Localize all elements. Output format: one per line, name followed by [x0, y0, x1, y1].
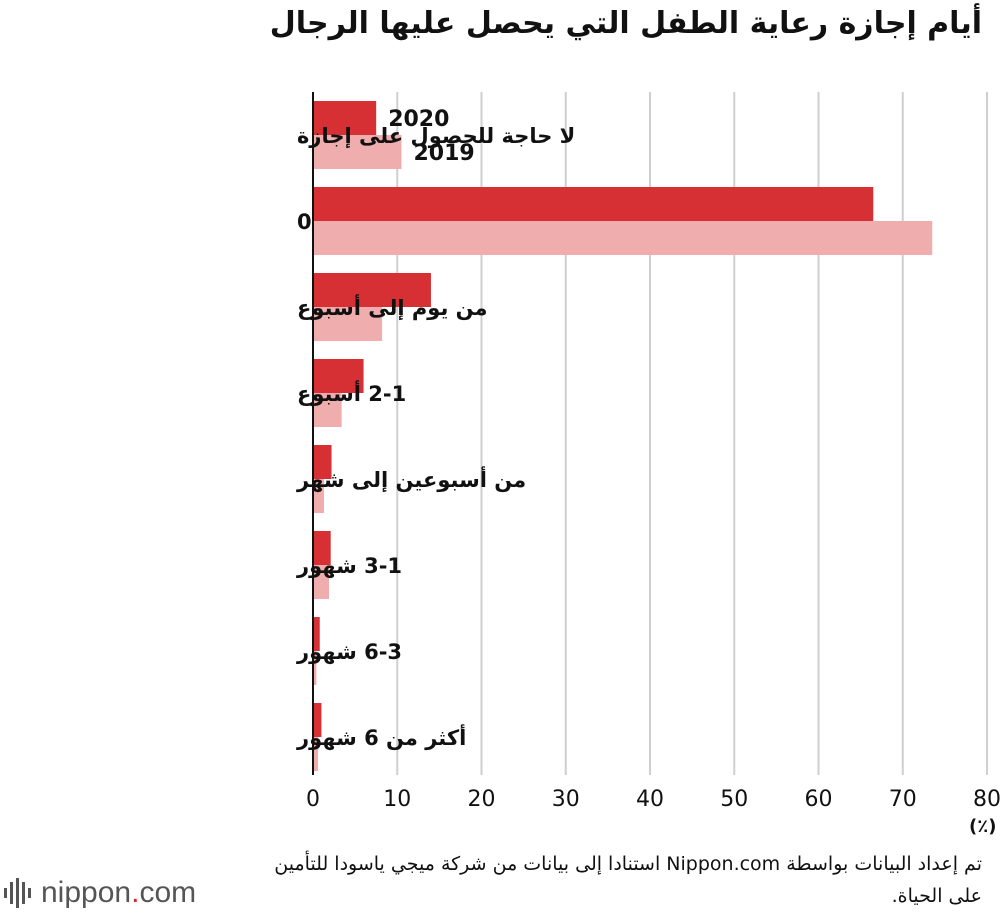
category-label: أكثر من 6 شهور [296, 723, 466, 750]
bar-2019 [313, 135, 402, 169]
x-axis-unit: (٪) [969, 816, 997, 837]
legend-label-2019: 2019 [413, 141, 474, 166]
bar-2019 [313, 737, 319, 771]
x-tick-label: 0 [306, 787, 320, 812]
x-tick-labels: 0 10 20 30 40 50 60 70 80 [306, 787, 1000, 812]
category-label: 6-3 شهور [296, 640, 402, 664]
bar-2020 [313, 187, 874, 221]
category-label: لا حاجة للحصول على إجازة [297, 124, 575, 148]
category-label: 0 [297, 210, 312, 234]
logo-text: nippon [41, 876, 132, 909]
x-tick-label: 70 [889, 787, 917, 812]
logo-dot: . [131, 876, 140, 909]
bar-2019 [313, 393, 342, 427]
x-tick-label: 30 [552, 787, 580, 812]
category-label: 2-1 أسبوع [297, 379, 406, 406]
x-tick-label: 50 [720, 787, 748, 812]
bar-2019 [313, 651, 317, 685]
x-tick-label: 80 [973, 787, 1000, 812]
bar-2020 [313, 531, 331, 565]
x-tick-label: 60 [805, 787, 833, 812]
category-labels: لا حاجة للحصول على إجازة 0 من يوم إلى أسبو… [296, 124, 575, 750]
x-tick-label: 10 [383, 787, 411, 812]
source-note: تم إعداد البيانات بواسطة Nippon.com استن… [274, 853, 982, 907]
chart-title: أيام إجازة رعاية الطفل التي يحصل عليها ا… [269, 6, 982, 41]
bar-2020 [313, 359, 364, 393]
bar-2019 [313, 221, 933, 255]
bar-2020 [313, 617, 320, 651]
bar-2019 [313, 307, 383, 341]
nippon-logo: nippon. com [4, 876, 196, 910]
bar-2019 [313, 565, 330, 599]
logo-suffix: com [139, 876, 197, 909]
category-label: من أسبوعين إلى شهر [296, 465, 526, 492]
category-label: 3-1 شهور [296, 554, 402, 578]
bar-2020 [313, 101, 377, 135]
logo-bars-icon [4, 878, 31, 908]
legend-label-2020: 2020 [388, 107, 449, 132]
inline-legend: 2020 2019 [388, 107, 475, 166]
bar-2019 [313, 479, 324, 513]
category-label: من يوم إلى أسبوع [297, 293, 488, 320]
bar-2020 [313, 445, 332, 479]
bar-2020 [313, 703, 322, 737]
x-tick-label: 20 [468, 787, 496, 812]
bar-2020 [313, 273, 431, 307]
bars [313, 101, 933, 771]
x-tick-label: 40 [636, 787, 664, 812]
